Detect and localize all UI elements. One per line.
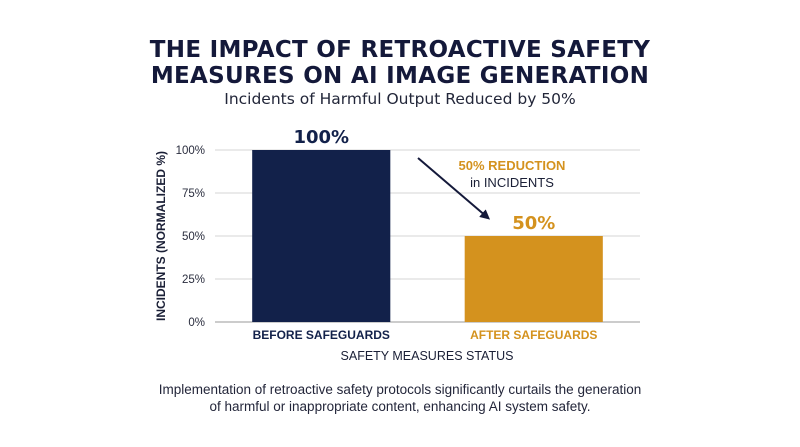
y-axis-title: INCIDENTS (NORMALIZED %)	[154, 151, 168, 321]
x-tick-label: AFTER SAFEGUARDS	[470, 328, 597, 342]
caption-line-1: Implementation of retroactive safety pro…	[158, 382, 642, 397]
chart-caption: Implementation of retroactive safety pro…	[150, 381, 650, 415]
bar-value-label: 100%	[293, 127, 349, 148]
y-tick-label: 25%	[182, 274, 205, 286]
reduction-annotation-line-1: 50% REDUCTION	[459, 158, 566, 173]
y-tick-label: 75%	[182, 188, 205, 200]
reduction-annotation-line-2: in INCIDENTS	[470, 175, 554, 190]
reduction-arrow-icon	[417, 157, 491, 220]
bar	[464, 236, 603, 322]
bar-value-label: 50%	[512, 213, 555, 234]
y-tick-label: 100%	[176, 145, 205, 157]
caption-line-2: of harmful or inappropriate content, enh…	[209, 399, 591, 414]
y-tick-label: 50%	[182, 231, 205, 243]
chart-title-line-1: THE IMPACT OF RETROACTIVE SAFETY	[149, 37, 651, 63]
bar	[252, 150, 391, 322]
chart-title-line-2: MEASURES ON AI IMAGE GENERATION	[150, 63, 650, 89]
y-tick-label: 0%	[188, 317, 205, 329]
x-axis-title: SAFETY MEASURES STATUS	[341, 349, 514, 363]
x-tick-label: BEFORE SAFEGUARDS	[253, 328, 390, 342]
chart-subtitle: Incidents of Harmful Output Reduced by 5…	[224, 90, 576, 108]
